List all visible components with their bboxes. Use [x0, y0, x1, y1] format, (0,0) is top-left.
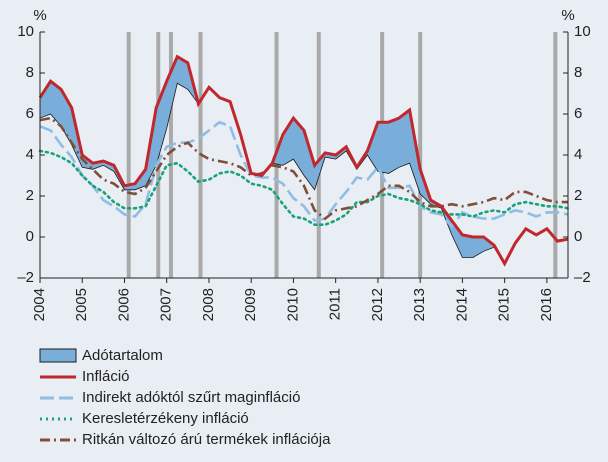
y-tick-label: –2: [17, 269, 34, 286]
y-tick-label: 10: [17, 23, 34, 40]
series-line: [39, 120, 569, 229]
x-tick-label: 2013: [411, 288, 428, 321]
tax-area: [39, 56, 569, 265]
y-tick-label: 0: [26, 228, 34, 245]
y2-tick-label: 4: [574, 146, 582, 163]
legend-label: Indirekt adóktól szűrt maginfláció: [82, 389, 300, 406]
y2-tick-label: 8: [574, 64, 582, 81]
y-tick-label: 2: [26, 187, 34, 204]
x-tick-label: 2016: [538, 288, 555, 321]
legend-label: Ritkán változó árú termékek inflációja: [82, 431, 331, 448]
x-tick-label: 2007: [158, 288, 175, 321]
y2-tick-label: –2: [574, 269, 591, 286]
series-line: [38, 149, 570, 226]
x-tick-label: 2014: [453, 288, 470, 321]
x-tick-label: 2008: [200, 288, 217, 321]
series-line: [38, 54, 569, 267]
x-tick-label: 2005: [73, 288, 90, 321]
series-line: [39, 116, 568, 221]
x-tick-label: 2009: [242, 288, 259, 321]
x-tick-label: 2004: [31, 288, 48, 321]
y2-tick-label: 0: [574, 228, 582, 245]
x-tick-label: 2015: [496, 288, 513, 321]
x-tick-label: 2011: [327, 288, 344, 320]
x-tick-label: 2006: [115, 288, 132, 321]
x-tick-label: 2010: [284, 288, 301, 321]
y-tick-label: 6: [26, 105, 34, 122]
y2-tick-label: 10: [574, 23, 591, 40]
y2-unit: %: [561, 7, 574, 24]
legend-label: Keresletérzékeny infláció: [82, 410, 249, 427]
legend-swatch: [39, 348, 77, 363]
y-unit: %: [33, 7, 46, 24]
y-tick-label: 4: [26, 146, 34, 163]
x-tick-label: 2012: [369, 288, 386, 321]
y2-tick-label: 6: [574, 105, 582, 122]
y-tick-label: 8: [26, 64, 34, 81]
y2-tick-label: 2: [574, 187, 582, 204]
legend-label: Infláció: [82, 368, 130, 385]
legend-label: Adótartalom: [82, 347, 163, 364]
